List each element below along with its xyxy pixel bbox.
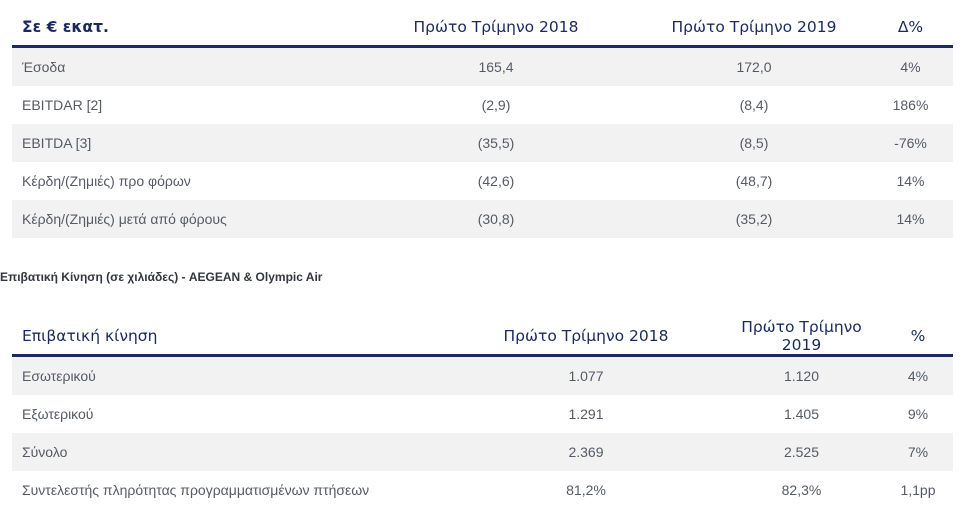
passenger-traffic-table: Επιβατική κίνηση Πρώτο Τρίμηνο 2018 Πρώτ… <box>12 317 953 509</box>
q1-2018-value: 165,4 <box>352 46 640 86</box>
q1-2018-value: (42,6) <box>352 162 640 200</box>
column-header-traffic: Επιβατική κίνηση <box>12 317 452 357</box>
q1-2019-value: 172,0 <box>640 46 868 86</box>
table-row: Έσοδα 165,4 172,0 4% <box>12 46 953 86</box>
q1-2019-value: (35,2) <box>640 200 868 238</box>
change-value: 186% <box>868 86 953 124</box>
column-header-change: Δ% <box>868 8 953 48</box>
change-value: 4% <box>883 355 953 395</box>
row-label: EBITDA [3] <box>12 124 352 162</box>
row-label: Συντελεστής πληρότητας προγραμματισμένων… <box>12 471 452 509</box>
column-header-q1-2018: Πρώτο Τρίμηνο 2018 <box>352 8 640 48</box>
row-label: Κέρδη/(Ζημιές) μετά από φόρους <box>12 200 352 238</box>
row-label: Εσωτερικού <box>12 355 452 395</box>
change-value: 9% <box>883 395 953 433</box>
q1-2019-value: (48,7) <box>640 162 868 200</box>
column-header-q1-2019: Πρώτο Τρίμηνο 2019 <box>640 8 868 48</box>
change-value: 7% <box>883 433 953 471</box>
section-title: Επιβατική Κίνηση (σε χιλιάδες) - AEGEAN … <box>0 270 323 284</box>
change-value: 4% <box>868 46 953 86</box>
q1-2018-value: 1.077 <box>452 355 720 395</box>
row-label: Εξωτερικού <box>12 395 452 433</box>
q1-2018-value: (30,8) <box>352 200 640 238</box>
q1-2018-value: (2,9) <box>352 86 640 124</box>
change-value: 14% <box>868 162 953 200</box>
financial-results-table: Σε € εκατ. Πρώτο Τρίμηνο 2018 Πρώτο Τρίμ… <box>12 8 953 238</box>
q1-2018-value: 1.291 <box>452 395 720 433</box>
row-label: Έσοδα <box>12 46 352 86</box>
change-value: 14% <box>868 200 953 238</box>
change-value: -76% <box>868 124 953 162</box>
column-header-q1-2018: Πρώτο Τρίμηνο 2018 <box>452 317 720 357</box>
table-row: Κέρδη/(Ζημιές) μετά από φόρους (30,8) (3… <box>12 200 953 238</box>
table-row: Κέρδη/(Ζημιές) προ φόρων (42,6) (48,7) 1… <box>12 162 953 200</box>
table-row: Σύνολο 2.369 2.525 7% <box>12 433 953 471</box>
row-label: Κέρδη/(Ζημιές) προ φόρων <box>12 162 352 200</box>
table-header-row: Σε € εκατ. Πρώτο Τρίμηνο 2018 Πρώτο Τρίμ… <box>12 8 953 48</box>
q1-2019-value: 82,3% <box>720 471 883 509</box>
column-header-metric: Σε € εκατ. <box>12 8 352 48</box>
q1-2019-value: 1.405 <box>720 395 883 433</box>
table-row: EBITDA [3] (35,5) (8,5) -76% <box>12 124 953 162</box>
table-row: Συντελεστής πληρότητας προγραμματισμένων… <box>12 471 953 509</box>
q1-2019-value: 1.120 <box>720 355 883 395</box>
table-row: Εξωτερικού 1.291 1.405 9% <box>12 395 953 433</box>
q1-2019-value: (8,4) <box>640 86 868 124</box>
column-header-percent: % <box>883 317 953 357</box>
q1-2018-value: 81,2% <box>452 471 720 509</box>
table-row: EBITDAR [2] (2,9) (8,4) 186% <box>12 86 953 124</box>
q1-2019-value: (8,5) <box>640 124 868 162</box>
table-row: Εσωτερικού 1.077 1.120 4% <box>12 355 953 395</box>
row-label: Σύνολο <box>12 433 452 471</box>
q1-2019-value: 2.525 <box>720 433 883 471</box>
table-header-row: Επιβατική κίνηση Πρώτο Τρίμηνο 2018 Πρώτ… <box>12 317 953 357</box>
q1-2018-value: 2.369 <box>452 433 720 471</box>
change-value: 1,1pp <box>883 471 953 509</box>
q1-2018-value: (35,5) <box>352 124 640 162</box>
column-header-q1-2019: Πρώτο Τρίμηνο 2019 <box>720 317 883 357</box>
row-label: EBITDAR [2] <box>12 86 352 124</box>
